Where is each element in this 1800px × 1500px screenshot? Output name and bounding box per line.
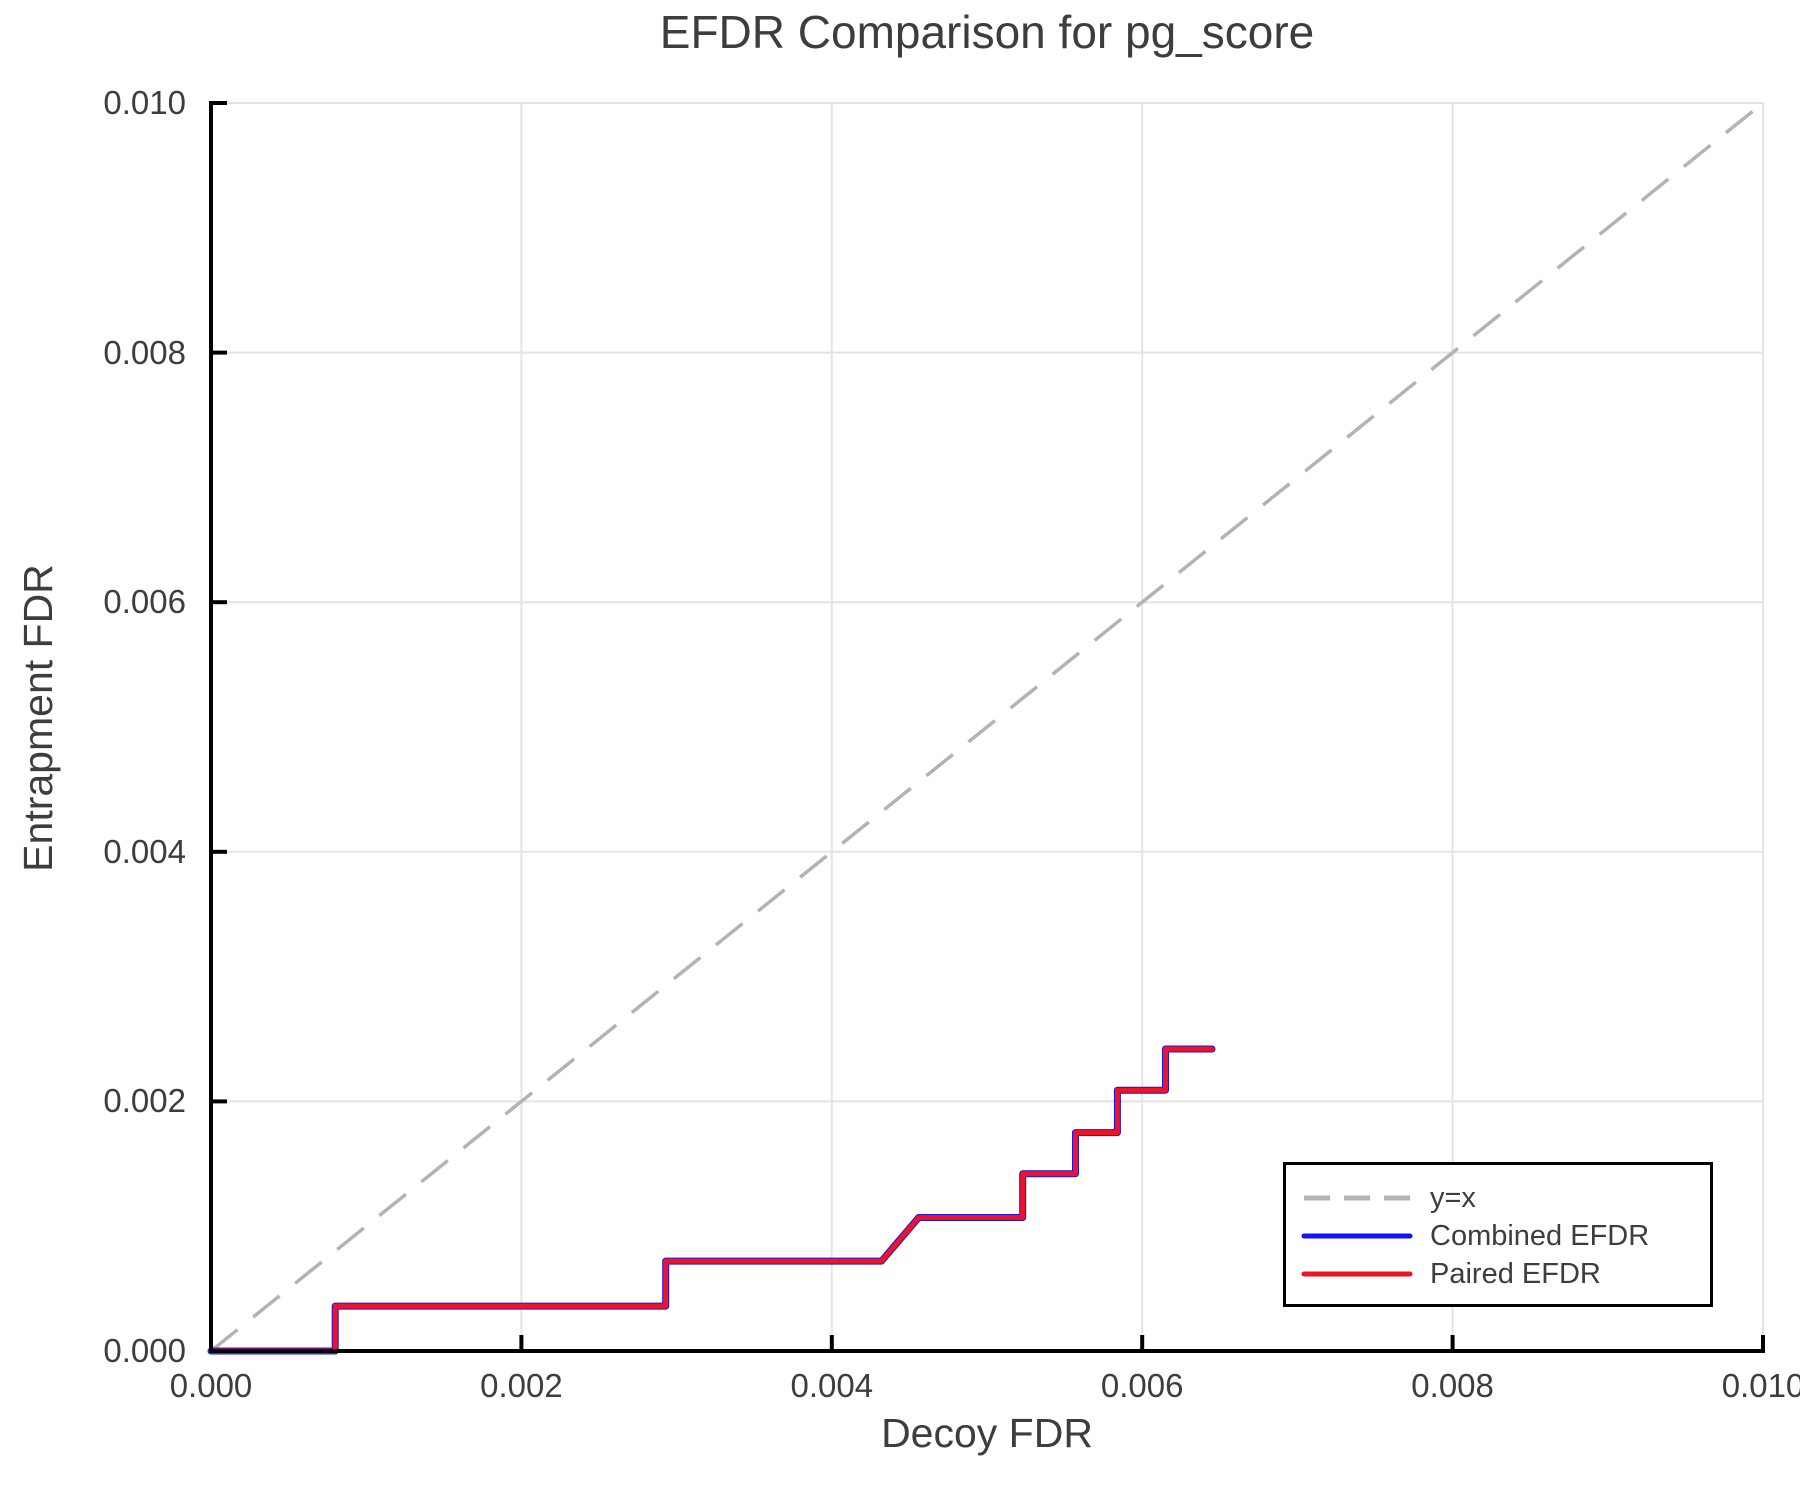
legend-label: Combined EFDR: [1430, 1219, 1650, 1252]
x-tick-label-0.004: 0.004: [790, 1367, 874, 1404]
y-x-line: [209, 101, 1765, 1353]
legend-sample-paired-efdr-line: [1301, 1271, 1413, 1277]
y-tick-label-0.006: 0.006: [103, 583, 186, 621]
legend-item-y-x: y=x: [1286, 1179, 1710, 1217]
y-tick-label-0.008: 0.008: [103, 333, 186, 371]
legend-item-paired-efdr: Paired EFDR: [1286, 1255, 1710, 1293]
y-tick-label-0.004: 0.004: [103, 832, 186, 870]
x-tick-label-0.008: 0.008: [1411, 1367, 1494, 1404]
y-tick-label-0.000: 0.000: [103, 1332, 186, 1369]
y-tick-label-0.010: 0.010: [103, 84, 186, 121]
x-tick-label-0.006: 0.006: [1100, 1367, 1184, 1404]
legend-sample-y-x-line: [1304, 1195, 1410, 1201]
x-tick-label-0.000: 0.000: [169, 1367, 253, 1404]
legend-label: Paired EFDR: [1430, 1257, 1601, 1290]
chart-title: EFDR Comparison for pg_score: [659, 6, 1315, 58]
y-axis-label: Entrapment FDR: [15, 564, 61, 872]
x-axis-label: Decoy FDR: [881, 1410, 1093, 1456]
legend: y=x Combined EFDR Paired EFDR: [1283, 1162, 1713, 1307]
x-tick-label-0.002: 0.002: [480, 1367, 563, 1404]
legend-sample-combined-efdr-line: [1301, 1233, 1413, 1239]
y-tick-label-0.002: 0.002: [103, 1082, 186, 1120]
legend-item-combined-efdr: Combined EFDR: [1286, 1217, 1710, 1255]
legend-label: y=x: [1430, 1181, 1476, 1214]
paired-efdr-line: [208, 1046, 1215, 1354]
x-tick-label-0.010: 0.010: [1721, 1367, 1800, 1404]
